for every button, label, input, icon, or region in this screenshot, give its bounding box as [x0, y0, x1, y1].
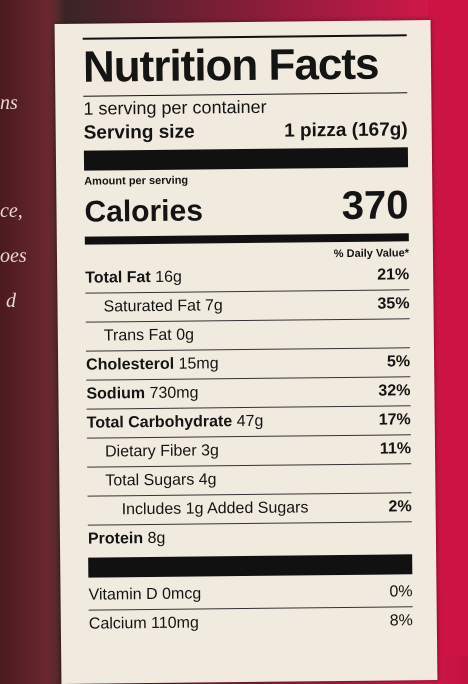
serving-size-label: Serving size — [83, 121, 195, 144]
nutrient-amount: 0mcg — [161, 585, 202, 603]
nutrient-name: Calcium — [88, 615, 147, 633]
nutrient-cell: Total Sugars 4g — [87, 466, 216, 495]
nutrient-name: Protein — [87, 530, 144, 548]
nutrient-name: Total Carbohydrate — [86, 413, 233, 432]
nutrient-cell: Dietary Fiber 3g — [87, 437, 219, 466]
calories-row: Calories 370 — [84, 183, 409, 232]
daily-value: 17% — [378, 411, 411, 429]
nutrient-row: Vitamin D 0mcg 0% — [88, 578, 412, 609]
nutrient-row: Dietary Fiber 3g 11% — [86, 434, 412, 467]
nutrient-name: Dietary Fiber — [104, 442, 197, 461]
nutrient-cell: Includes 1g Added Sugars — [88, 494, 309, 524]
label-content: Nutrition Facts 1 serving per container … — [82, 34, 413, 639]
nutrient-name: Saturated Fat — [103, 297, 201, 316]
nutrient-row: Total Sugars 4g — [87, 463, 412, 496]
daily-value: 32% — [378, 382, 411, 400]
divider — [88, 554, 413, 578]
nutrient-name: Includes 1g Added Sugars — [121, 499, 309, 519]
nutrient-row: Calcium 110mg 8% — [88, 606, 413, 639]
nutrient-cell: Calcium 110mg — [89, 610, 199, 639]
nutrient-name: Total Fat — [85, 268, 151, 287]
nutrient-name: Trans Fat — [103, 326, 172, 345]
nutrient-row: Trans Fat 0g — [85, 318, 410, 351]
label-title: Nutrition Facts — [82, 39, 379, 92]
servings: 1 serving per container — [83, 92, 408, 121]
nutrient-cell: Trans Fat 0g — [86, 322, 194, 351]
nutrient-name: Total Sugars — [105, 471, 195, 490]
calories-label: Calories — [84, 194, 204, 229]
serving-size-value: 1 pizza (167g) — [284, 119, 408, 142]
background-text: oes — [0, 245, 27, 267]
background-text: ce, — [0, 200, 23, 222]
daily-value: 21% — [377, 266, 410, 284]
daily-value: 35% — [377, 295, 410, 313]
vitamin-list: Vitamin D 0mcg 0% Calcium 110mg 8% — [88, 578, 413, 639]
nutrient-row: Total Fat 16g 21% — [85, 261, 409, 292]
nutrient-cell: Sodium 730mg — [86, 380, 198, 409]
nutrient-amount: 0g — [176, 326, 195, 344]
calories-value: 370 — [341, 183, 409, 228]
daily-value: 5% — [386, 353, 411, 371]
nutrient-amount: 4g — [198, 471, 217, 489]
nutrition-label: Nutrition Facts 1 serving per container … — [54, 20, 438, 684]
background-text: d — [6, 290, 16, 312]
daily-value: 8% — [389, 612, 413, 630]
nutrient-row: Cholesterol 15mg 5% — [85, 347, 411, 380]
nutrient-name: Vitamin D — [88, 585, 158, 604]
nutrient-row: Sodium 730mg 32% — [86, 376, 411, 409]
nutrient-row: Saturated Fat 7g 35% — [85, 289, 410, 322]
nutrient-amount: 3g — [200, 442, 219, 460]
nutrient-amount: 47g — [236, 412, 264, 431]
nutrient-cell: Vitamin D 0mcg — [88, 580, 201, 609]
background-text: ns — [0, 92, 18, 114]
nutrient-amount: 8g — [147, 529, 166, 548]
nutrient-cell: Total Fat 16g — [85, 264, 182, 293]
nutrient-amount: 110mg — [150, 614, 199, 633]
nutrient-cell: Saturated Fat 7g — [85, 292, 222, 321]
nutrient-amount: 15mg — [178, 355, 219, 373]
daily-value: 0% — [389, 583, 413, 601]
nutrient-list: Total Fat 16g 21% Saturated Fat 7g 35% Trans… — [85, 261, 413, 554]
serving-size-row: Serving size 1 pizza (167g) — [84, 117, 408, 146]
nutrient-name: Sodium — [86, 385, 146, 403]
nutrient-amount: 730mg — [149, 384, 199, 403]
nutrient-name: Cholesterol — [86, 355, 175, 374]
nutrient-cell: Total Carbohydrate 47g — [87, 408, 264, 438]
nutrient-amount: 7g — [204, 297, 223, 315]
daily-value-header: % Daily Value* — [333, 247, 410, 261]
nutrient-cell: Cholesterol 15mg — [86, 350, 219, 379]
nutrient-amount: 16g — [155, 268, 182, 286]
nutrient-cell: Protein 8g — [88, 525, 166, 554]
divider — [84, 233, 409, 245]
nutrient-row: Total Carbohydrate 47g 17% — [86, 405, 411, 438]
nutrient-row: Protein 8g — [87, 521, 413, 554]
daily-value: 2% — [388, 498, 412, 516]
nutrient-row: Includes 1g Added Sugars 2% — [87, 492, 412, 525]
divider — [83, 147, 409, 171]
daily-value: 11% — [379, 440, 412, 458]
